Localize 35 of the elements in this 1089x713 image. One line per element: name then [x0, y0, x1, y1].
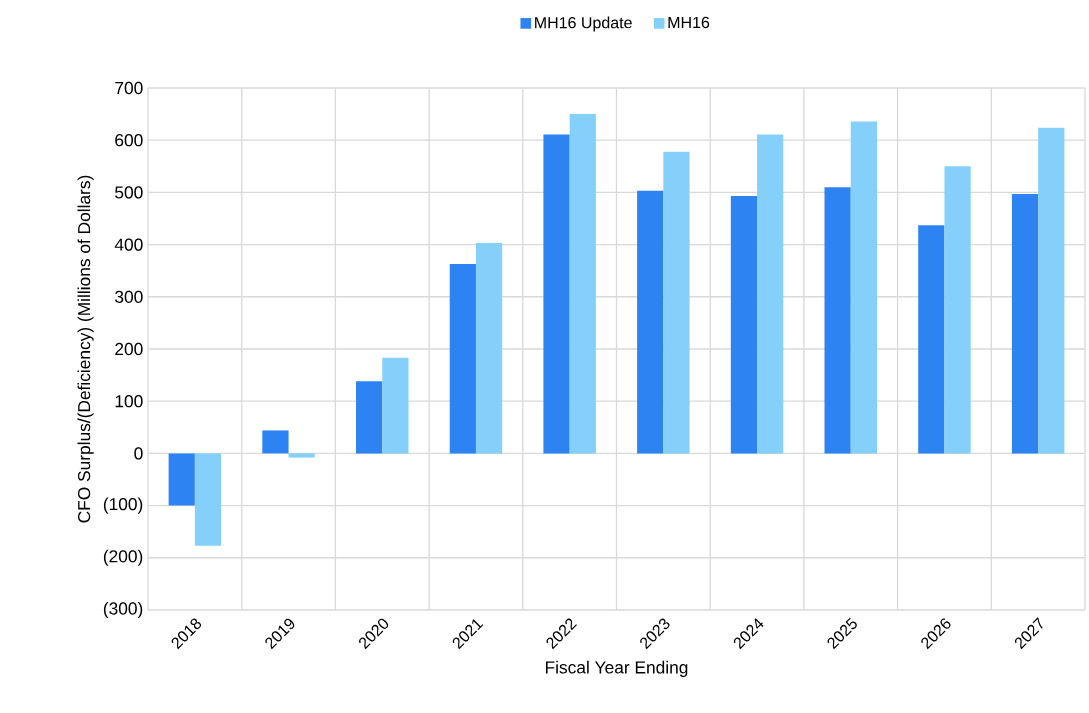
- legend-label: MH16: [668, 16, 710, 29]
- bar: [262, 430, 289, 454]
- y-tick-label: 400: [114, 238, 143, 251]
- bar: [382, 357, 409, 454]
- bar: [569, 114, 596, 454]
- bar: [918, 225, 945, 454]
- y-tick-label: 0: [134, 447, 143, 460]
- bar: [288, 453, 315, 458]
- bar: [757, 134, 784, 454]
- bar: [168, 453, 195, 506]
- bar: [194, 453, 222, 546]
- bar: [824, 187, 851, 454]
- bar: [944, 166, 971, 454]
- y-tick-label: (200): [103, 549, 143, 566]
- y-tick-label: 600: [115, 134, 143, 147]
- y-tick-label: (300): [103, 601, 143, 619]
- bar: [449, 263, 476, 454]
- y-tick-label: 300: [115, 290, 143, 303]
- x-axis-title: Fiscal Year Ending: [545, 660, 688, 677]
- bar: [1038, 127, 1065, 454]
- bar: [475, 243, 503, 454]
- y-axis-title: CFO Surplus/(Deficiency) (Millions of Dollars): [77, 175, 94, 523]
- bar: [637, 190, 664, 454]
- y-tick-label: 500: [115, 186, 143, 199]
- y-tick-label: 200: [115, 342, 143, 356]
- bar: [356, 381, 383, 454]
- bar: [1011, 193, 1039, 454]
- bar: [543, 134, 570, 454]
- y-tick-label: 100: [115, 395, 143, 408]
- bar: [663, 151, 690, 454]
- y-tick-label: (100): [103, 497, 143, 514]
- legend-label: MH16 Update: [535, 16, 632, 32]
- y-tick-label: 700: [115, 81, 143, 95]
- bar: [850, 121, 877, 454]
- bar: [730, 196, 758, 454]
